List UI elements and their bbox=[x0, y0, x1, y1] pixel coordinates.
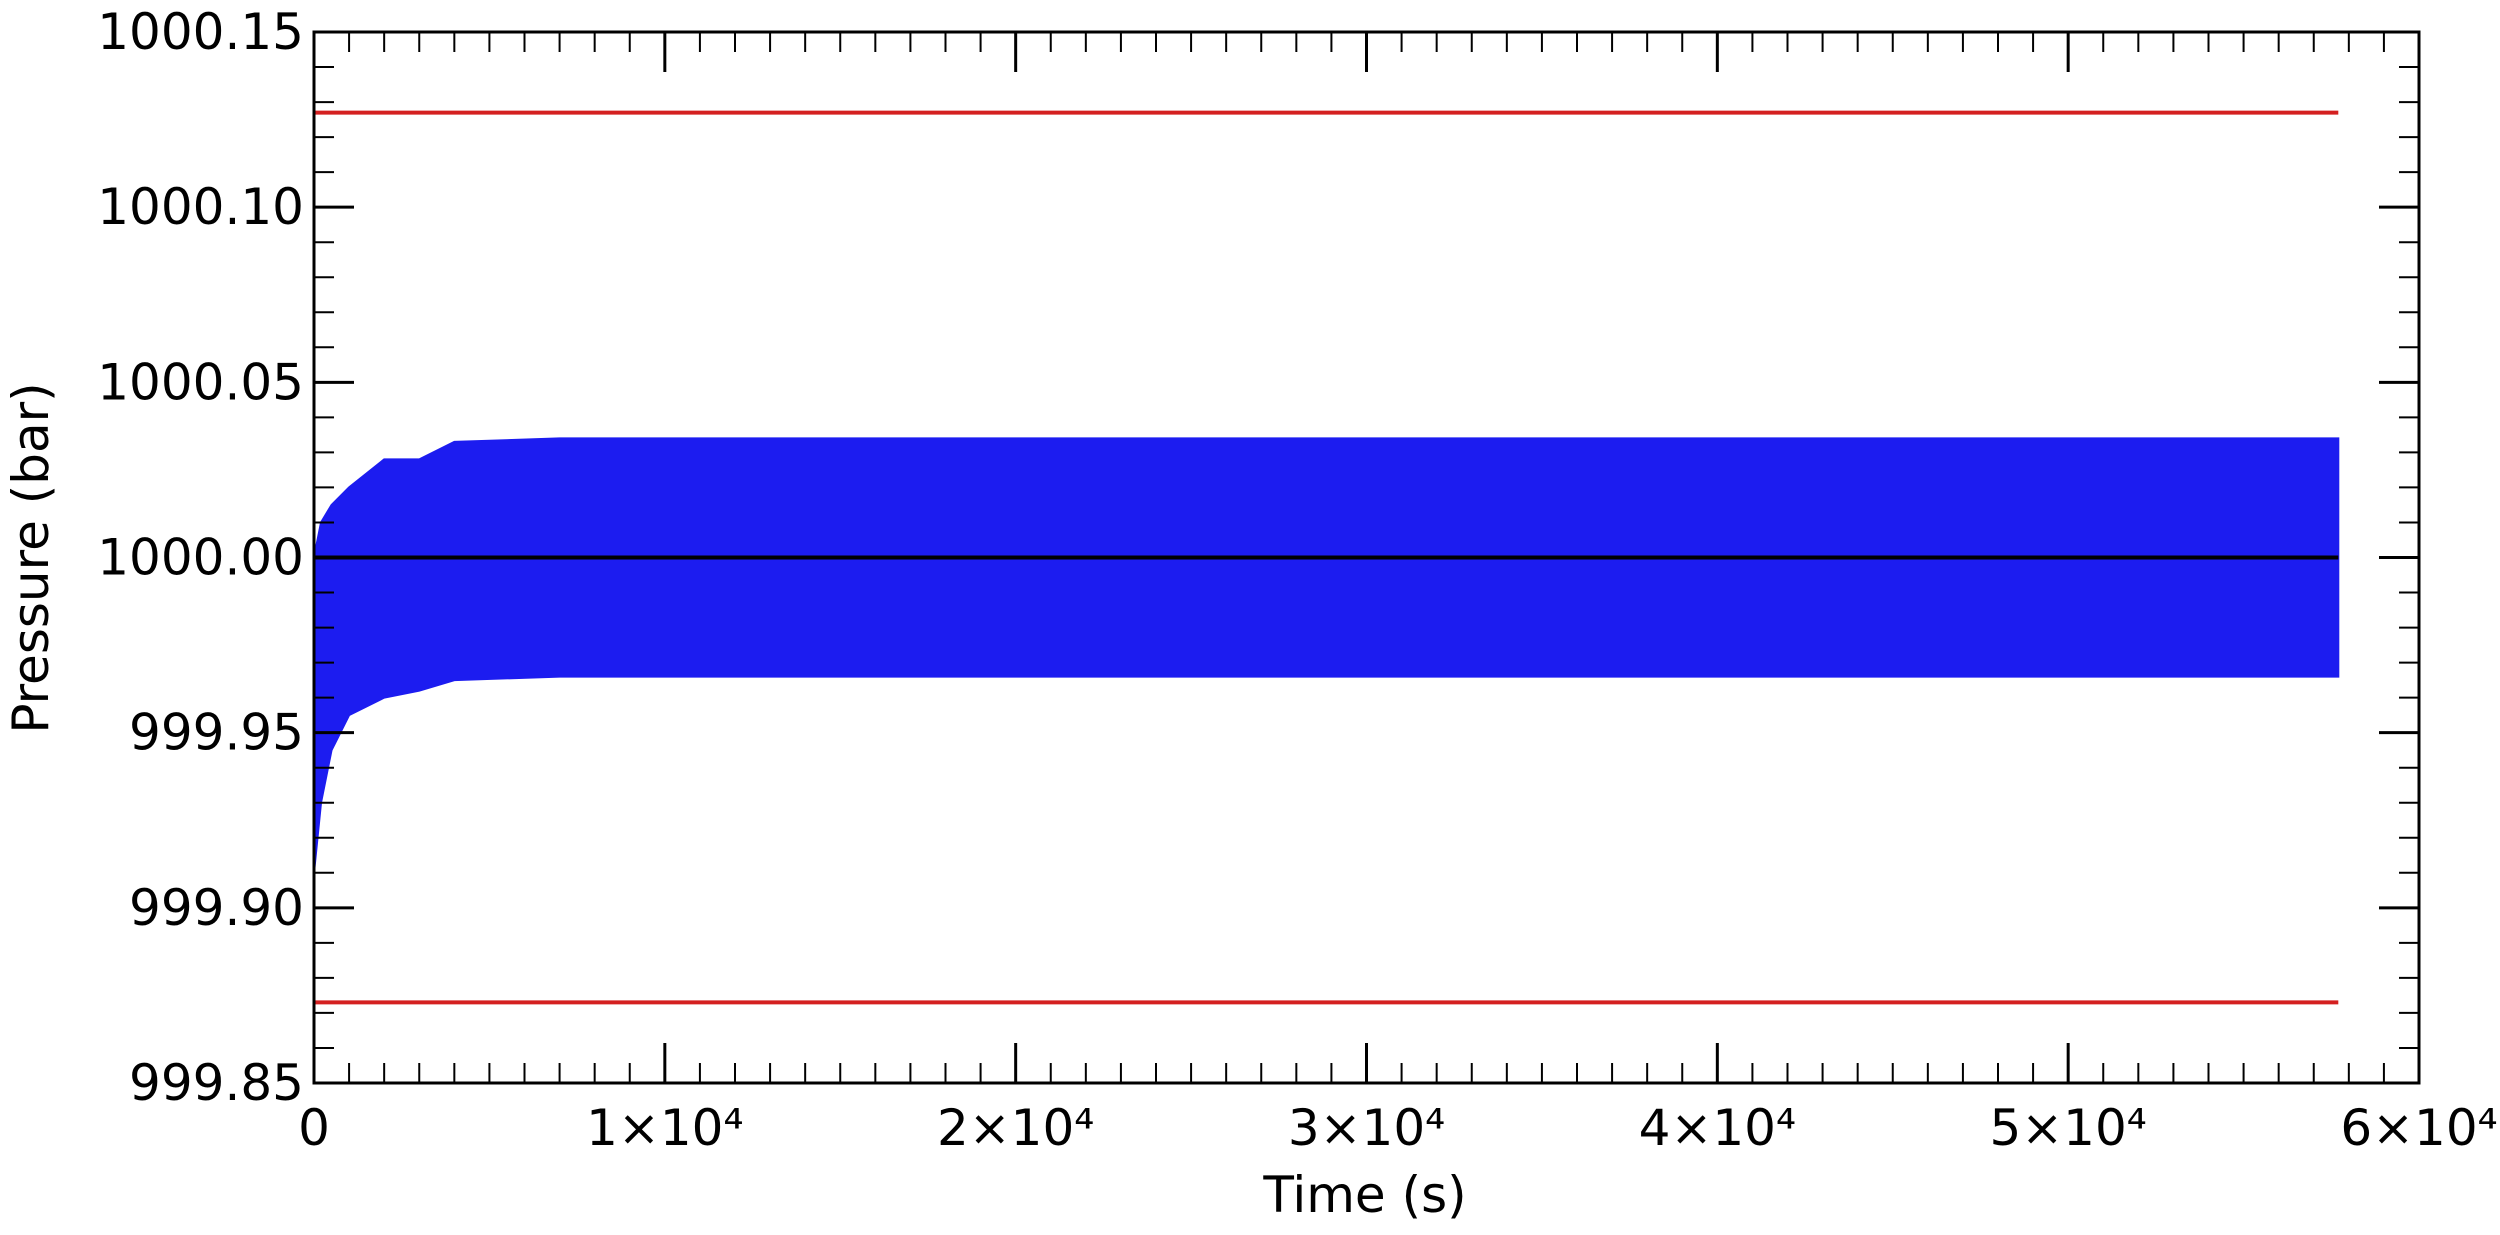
x-axis-title: Time (s) bbox=[1262, 1166, 1466, 1224]
y-tick-label: 1000.15 bbox=[97, 3, 304, 61]
y-tick-label: 1000.00 bbox=[97, 529, 304, 587]
y-tick-label: 1000.10 bbox=[97, 178, 304, 236]
x-tick-label: 2×10⁴ bbox=[937, 1099, 1094, 1157]
y-tick-label: 999.95 bbox=[129, 704, 304, 762]
x-tick-label: 5×10⁴ bbox=[1989, 1099, 2146, 1157]
y-tick-label: 999.85 bbox=[129, 1054, 304, 1112]
x-tick-label: 3×10⁴ bbox=[1288, 1099, 1445, 1157]
x-tick-label: 1×10⁴ bbox=[586, 1099, 743, 1157]
y-axis-title: Pressure (bar) bbox=[2, 382, 60, 733]
x-tick-label: 0 bbox=[298, 1099, 330, 1157]
y-tick-label: 999.90 bbox=[129, 879, 304, 937]
y-tick-label: 1000.05 bbox=[97, 353, 304, 411]
band bbox=[313, 437, 2340, 873]
x-tick-label: 4×10⁴ bbox=[1639, 1099, 1796, 1157]
x-tick-label: 6×10⁴ bbox=[2340, 1099, 2497, 1157]
